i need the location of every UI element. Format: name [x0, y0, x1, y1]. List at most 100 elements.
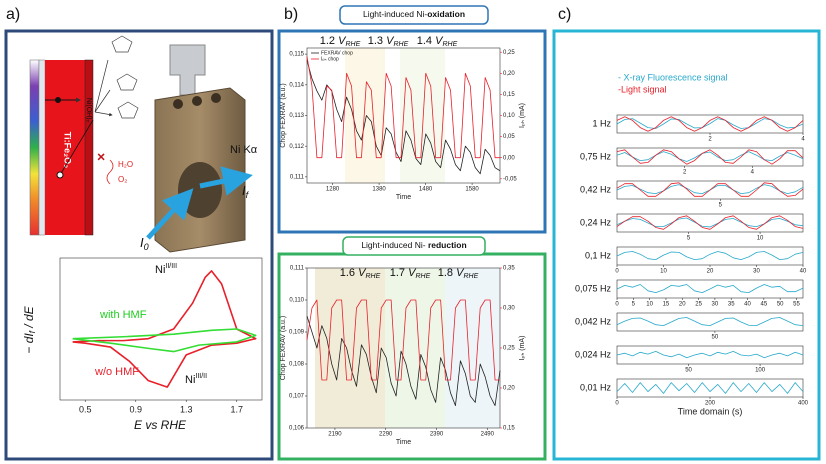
y2-tick-label: 0,25: [503, 346, 515, 352]
x-tick-label: 25: [695, 302, 702, 308]
series-line: [616, 251, 804, 260]
ann-base: 1.3: [368, 35, 386, 47]
x-tick-label: 1580: [465, 187, 479, 193]
series-line: [616, 351, 804, 359]
ann-v: V: [386, 35, 395, 47]
x-tick-label: 1.7: [230, 404, 243, 414]
potential-label: 1.8 VRHE: [438, 267, 479, 280]
title-pill: [342, 236, 486, 256]
ann-v: V: [435, 35, 444, 47]
layer-label: Ti:Fe₂O₃: [63, 132, 73, 169]
x-axis-label: Time domain (s): [678, 406, 743, 416]
y2-axis-label: Iₚₕ (mA): [519, 103, 526, 128]
series-line: [306, 315, 501, 406]
y2-tick-label: 0,30: [503, 306, 515, 312]
x-tick-label: 0: [615, 302, 619, 308]
ann-base: 1.6: [340, 267, 358, 279]
x-tick-label: 2: [683, 170, 687, 176]
ann-sub: RHE: [463, 273, 478, 280]
x-tick-label: 40: [800, 269, 807, 275]
y-tick-label: 0,106: [289, 426, 305, 432]
i0-label: I0: [140, 235, 149, 252]
y2-tick-label: 0,25: [503, 50, 515, 56]
y-tick-label: 0,114: [289, 82, 304, 88]
x-tick-label: 0: [615, 269, 619, 275]
legend-xrf: - X-ray Fluorescence signal: [618, 72, 728, 82]
x-tick-label: 1480: [419, 187, 433, 193]
row-label: 0,42 Hz: [580, 184, 612, 194]
y-tick-label: 0,108: [289, 362, 305, 368]
ann-base: 1.2: [320, 35, 338, 47]
plot-frame: [616, 147, 804, 167]
hematite-layer: [45, 60, 85, 235]
x-tick-label: 1.3: [180, 404, 193, 414]
x-tick-label: 20: [707, 269, 714, 275]
x-tick-label: 1280: [326, 187, 340, 193]
x-tick-label: 55: [793, 302, 800, 308]
ann-base: 1.8: [438, 267, 456, 279]
series-line: [616, 215, 804, 230]
series-line: [616, 182, 804, 197]
x-tick-label: 30: [753, 269, 760, 275]
cv-y-label-sub: f: [28, 330, 37, 333]
if-label: If: [242, 183, 250, 200]
x-tick-label: 15: [663, 302, 670, 308]
legend-label: FEXRAV chop: [321, 50, 353, 56]
panel-label: b): [284, 6, 298, 23]
x-tick-label: 5: [719, 203, 723, 209]
y-tick-label: 0,111: [290, 266, 305, 272]
x-tick-label: 5: [687, 236, 691, 242]
plot-frame: [616, 345, 804, 365]
if-sub: f: [246, 190, 250, 200]
cv-y-label: − dIf / dE: [22, 305, 37, 353]
legend-label: Iₚₕ chop: [321, 56, 339, 62]
cv-y-label-part: / dE: [22, 305, 36, 331]
x-tick-label: 50: [777, 302, 784, 308]
panel-b-title: Light-induced Ni- reduction: [361, 240, 466, 250]
plot-frame: [616, 312, 804, 332]
cv-x-label: E vs RHE: [134, 418, 187, 432]
ann-base: Ni: [155, 264, 165, 276]
ann-base: 1.7: [390, 267, 408, 279]
ann-sub: RHE: [442, 41, 457, 48]
x-tick-label: 4: [751, 170, 755, 176]
ann-v: V: [408, 267, 417, 279]
x-tick-label: 2: [708, 137, 712, 143]
y-tick-label: 0,115: [289, 52, 304, 58]
y-axis-label: Chop FEXRAV (a.u.): [280, 83, 287, 147]
ann-v: V: [358, 267, 367, 279]
cell-window: [178, 162, 222, 218]
ann-sub: RHE: [365, 273, 380, 280]
y2-axis-label: Iₚₕ (mA): [519, 336, 526, 361]
x-tick-label: 30: [712, 302, 719, 308]
series-line: [306, 299, 500, 381]
x-axis-label: Time: [396, 194, 411, 201]
cell-hole: [173, 99, 183, 109]
panel-label: a): [6, 6, 20, 23]
ann-sub: RHE: [345, 41, 360, 48]
ann-sup: II/III: [165, 263, 177, 270]
electron: [55, 97, 61, 103]
row-label: 0,042 Hz: [575, 316, 612, 326]
x-tick-label: 35: [728, 302, 735, 308]
panel-a-frame: [4, 29, 274, 461]
blocked-mark: ×: [97, 149, 105, 165]
x-tick-label: 10: [757, 236, 764, 242]
series-line: [616, 116, 804, 132]
row-label: 0,75 Hz: [580, 151, 612, 161]
y-tick-label: 0,109: [289, 330, 305, 336]
x-tick-label: 2290: [379, 432, 393, 438]
x-tick-label: 100: [755, 368, 766, 374]
cv-annotation: with HMF: [99, 309, 147, 321]
hole: [56, 171, 64, 179]
row-label: 0,24 Hz: [580, 217, 612, 227]
cell-hole: [192, 96, 202, 106]
ann-sub: RHE: [415, 273, 430, 280]
x-tick-label: 10: [646, 302, 653, 308]
plot-frame: [616, 213, 804, 233]
y2-tick-label: 0,10: [503, 113, 515, 119]
y2-tick-label: -0,05: [503, 176, 517, 182]
panel-b-top-frame: [277, 29, 547, 234]
fluorescence-beam: [199, 166, 253, 196]
x-tick-label: 0.9: [129, 404, 142, 414]
